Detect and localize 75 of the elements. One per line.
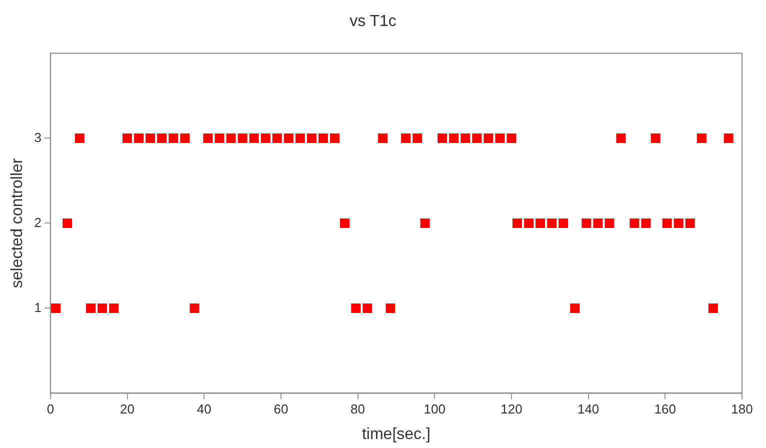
point bbox=[484, 133, 494, 143]
y-tick-label: 2 bbox=[34, 214, 42, 230]
x-tick-label: 180 bbox=[731, 402, 753, 417]
point bbox=[51, 303, 61, 313]
point bbox=[238, 133, 248, 143]
point bbox=[272, 133, 282, 143]
point bbox=[506, 133, 516, 143]
point bbox=[98, 303, 108, 313]
point bbox=[696, 133, 706, 143]
point bbox=[284, 133, 294, 143]
point bbox=[512, 218, 522, 228]
point bbox=[420, 218, 430, 228]
point bbox=[593, 218, 603, 228]
point bbox=[295, 133, 305, 143]
point bbox=[378, 133, 388, 143]
x-tick-label: 100 bbox=[424, 402, 446, 417]
x-tick-label: 0 bbox=[46, 402, 54, 417]
point bbox=[180, 133, 190, 143]
point bbox=[306, 133, 316, 143]
point bbox=[74, 133, 84, 143]
point bbox=[122, 133, 132, 143]
point bbox=[157, 133, 167, 143]
point bbox=[674, 218, 684, 228]
point bbox=[214, 133, 224, 143]
point bbox=[582, 218, 592, 228]
point bbox=[616, 133, 626, 143]
point bbox=[330, 133, 340, 143]
point bbox=[412, 133, 422, 143]
point bbox=[249, 133, 259, 143]
point bbox=[86, 303, 96, 313]
x-tick-label: 140 bbox=[577, 402, 600, 417]
point bbox=[386, 303, 396, 313]
point bbox=[495, 133, 505, 143]
x-tick-label: 160 bbox=[654, 402, 676, 417]
point bbox=[708, 303, 718, 313]
point bbox=[685, 218, 695, 228]
point bbox=[62, 218, 72, 228]
point bbox=[401, 133, 411, 143]
point bbox=[438, 133, 448, 143]
point bbox=[318, 133, 328, 143]
point bbox=[203, 133, 213, 143]
point bbox=[630, 218, 640, 228]
point bbox=[472, 133, 482, 143]
point bbox=[547, 218, 557, 228]
point bbox=[190, 303, 200, 313]
point bbox=[351, 303, 361, 313]
point bbox=[536, 218, 546, 228]
point bbox=[724, 133, 734, 143]
point bbox=[662, 218, 672, 228]
x-tick-label: 40 bbox=[196, 402, 212, 417]
y-axis-title: selected controller bbox=[9, 158, 26, 288]
y-tick-label: 3 bbox=[34, 130, 42, 145]
x-tick-label: 120 bbox=[500, 402, 522, 417]
point bbox=[570, 303, 580, 313]
point bbox=[340, 218, 350, 228]
chart-title: vs T1c bbox=[350, 13, 396, 30]
x-tick-label: 60 bbox=[274, 402, 288, 417]
x-tick-label: 20 bbox=[120, 402, 135, 417]
x-tick-label: 80 bbox=[350, 402, 366, 417]
point bbox=[558, 218, 568, 228]
point bbox=[460, 133, 470, 143]
point bbox=[449, 133, 459, 143]
point bbox=[134, 133, 144, 143]
point bbox=[604, 218, 614, 228]
point bbox=[524, 218, 534, 228]
point bbox=[260, 133, 270, 143]
y-tick-label: 1 bbox=[34, 300, 42, 315]
point bbox=[650, 133, 660, 143]
x-axis-title: time[sec.] bbox=[362, 426, 430, 443]
point bbox=[146, 133, 156, 143]
point bbox=[109, 303, 119, 313]
point bbox=[641, 218, 651, 228]
point bbox=[362, 303, 372, 313]
point bbox=[168, 133, 178, 143]
point bbox=[226, 133, 236, 143]
